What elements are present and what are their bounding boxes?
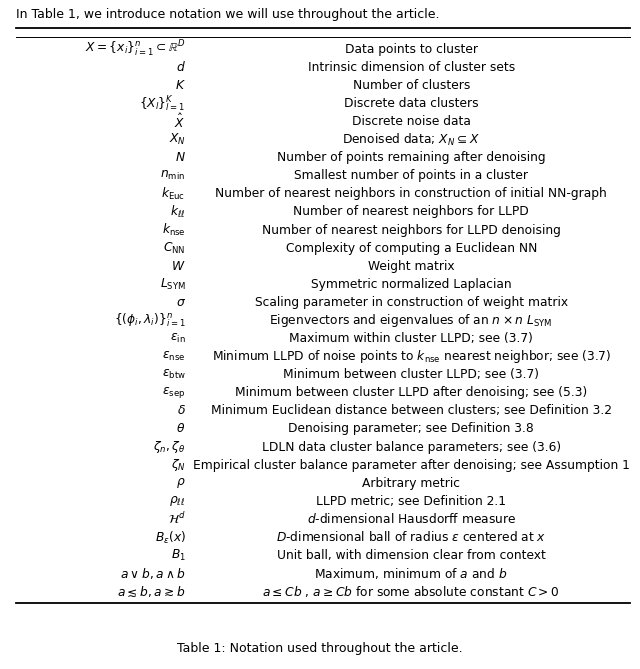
- Text: $\delta$: $\delta$: [177, 404, 186, 417]
- Text: Minimum between cluster LLPD after denoising; see (5.3): Minimum between cluster LLPD after denoi…: [235, 386, 588, 399]
- Text: Number of nearest neighbors for LLPD denoising: Number of nearest neighbors for LLPD den…: [262, 223, 561, 237]
- Text: $\{(\phi_i, \lambda_i)\}_{i=1}^n$: $\{(\phi_i, \lambda_i)\}_{i=1}^n$: [114, 312, 186, 329]
- Text: $N$: $N$: [175, 151, 186, 164]
- Text: $\rho_{\ell\ell}$: $\rho_{\ell\ell}$: [170, 494, 186, 508]
- Text: $n_{\min}$: $n_{\min}$: [161, 169, 186, 183]
- Text: Smallest number of points in a cluster: Smallest number of points in a cluster: [294, 169, 528, 182]
- Text: $d$-dimensional Hausdorff measure: $d$-dimensional Hausdorff measure: [307, 512, 516, 527]
- Text: Arbitrary metric: Arbitrary metric: [362, 477, 460, 490]
- Text: $B_\epsilon(x)$: $B_\epsilon(x)$: [154, 529, 186, 545]
- Text: In Table 1, we introduce notation we will use throughout the article.: In Table 1, we introduce notation we wil…: [16, 8, 440, 21]
- Text: $\rho$: $\rho$: [176, 476, 186, 490]
- Text: $K$: $K$: [175, 79, 186, 92]
- Text: Denoised data; $X_N \subseteq X$: Denoised data; $X_N \subseteq X$: [342, 132, 480, 148]
- Text: $\mathcal{H}^d$: $\mathcal{H}^d$: [168, 511, 186, 527]
- Text: Denoising parameter; see Definition 3.8: Denoising parameter; see Definition 3.8: [289, 422, 534, 436]
- Text: $k_{\ell\ell}$: $k_{\ell\ell}$: [170, 204, 186, 220]
- Text: Number of nearest neighbors in construction of initial NN-graph: Number of nearest neighbors in construct…: [215, 187, 607, 200]
- Text: $\theta$: $\theta$: [177, 422, 186, 436]
- Text: $\zeta_n, \zeta_\theta$: $\zeta_n, \zeta_\theta$: [153, 439, 186, 455]
- Text: $k_{\mathrm{Euc}}$: $k_{\mathrm{Euc}}$: [161, 186, 186, 202]
- Text: Data points to cluster: Data points to cluster: [345, 43, 477, 56]
- Text: Scaling parameter in construction of weight matrix: Scaling parameter in construction of wei…: [255, 296, 568, 309]
- Text: Maximum within cluster LLPD; see (3.7): Maximum within cluster LLPD; see (3.7): [289, 332, 533, 345]
- Text: Intrinsic dimension of cluster sets: Intrinsic dimension of cluster sets: [308, 61, 515, 74]
- Text: $\hat{X}$: $\hat{X}$: [175, 112, 186, 130]
- Text: $d$: $d$: [176, 60, 186, 74]
- Text: Symmetric normalized Laplacian: Symmetric normalized Laplacian: [311, 278, 511, 291]
- Text: Number of nearest neighbors for LLPD: Number of nearest neighbors for LLPD: [293, 205, 529, 219]
- Text: $\epsilon_{\mathrm{in}}$: $\epsilon_{\mathrm{in}}$: [170, 332, 186, 345]
- Text: $\{X_l\}_{l=1}^K$: $\{X_l\}_{l=1}^K$: [140, 93, 186, 114]
- Text: LDLN data cluster balance parameters; see (3.6): LDLN data cluster balance parameters; se…: [262, 441, 561, 454]
- Text: Unit ball, with dimension clear from context: Unit ball, with dimension clear from con…: [276, 549, 546, 562]
- Text: $k_{\mathrm{nse}}$: $k_{\mathrm{nse}}$: [162, 222, 186, 238]
- Text: Eigenvectors and eigenvalues of an $n \times n$ $L_{\mathrm{SYM}}$: Eigenvectors and eigenvalues of an $n \t…: [269, 312, 553, 329]
- Text: $a \vee b, a \wedge b$: $a \vee b, a \wedge b$: [120, 566, 186, 581]
- Text: $X = \{x_i\}_{i=1}^n \subset \mathbb{R}^D$: $X = \{x_i\}_{i=1}^n \subset \mathbb{R}^…: [85, 39, 186, 60]
- Text: Number of clusters: Number of clusters: [353, 79, 470, 92]
- Text: Minimum between cluster LLPD; see (3.7): Minimum between cluster LLPD; see (3.7): [283, 368, 540, 381]
- Text: Minimum Euclidean distance between clusters; see Definition 3.2: Minimum Euclidean distance between clust…: [211, 404, 612, 417]
- Text: $a \lesssim b, a \gtrsim b$: $a \lesssim b, a \gtrsim b$: [117, 585, 186, 599]
- Text: Discrete data clusters: Discrete data clusters: [344, 97, 479, 110]
- Text: LLPD metric; see Definition 2.1: LLPD metric; see Definition 2.1: [316, 495, 506, 508]
- Text: Table 1: Notation used throughout the article.: Table 1: Notation used throughout the ar…: [177, 642, 463, 656]
- Text: $B_1$: $B_1$: [171, 548, 186, 563]
- Text: $C_{\mathrm{NN}}$: $C_{\mathrm{NN}}$: [163, 241, 186, 256]
- Text: $W$: $W$: [171, 260, 186, 273]
- Text: Minimum LLPD of noise points to $k_{\mathrm{nse}}$ nearest neighbor; see (3.7): Minimum LLPD of noise points to $k_{\mat…: [212, 348, 611, 365]
- Text: $\sigma$: $\sigma$: [175, 296, 186, 309]
- Text: $L_{\mathrm{SYM}}$: $L_{\mathrm{SYM}}$: [159, 277, 186, 292]
- Text: $D$-dimensional ball of radius $\epsilon$ centered at $x$: $D$-dimensional ball of radius $\epsilon…: [276, 531, 547, 545]
- Text: Number of points remaining after denoising: Number of points remaining after denoisi…: [277, 151, 545, 164]
- Text: $\epsilon_{\mathrm{sep}}$: $\epsilon_{\mathrm{sep}}$: [163, 385, 186, 400]
- Text: Empirical cluster balance parameter after denoising; see Assumption 1: Empirical cluster balance parameter afte…: [193, 459, 630, 472]
- Text: $X_N$: $X_N$: [168, 132, 186, 147]
- Text: Weight matrix: Weight matrix: [368, 260, 454, 273]
- Text: $\epsilon_{\mathrm{btw}}$: $\epsilon_{\mathrm{btw}}$: [161, 368, 186, 381]
- Text: $a \leq Cb$ , $a \geq Cb$ for some absolute constant $C > 0$: $a \leq Cb$ , $a \geq Cb$ for some absol…: [262, 584, 560, 599]
- Text: Complexity of computing a Euclidean NN: Complexity of computing a Euclidean NN: [285, 242, 537, 255]
- Text: $\zeta_N$: $\zeta_N$: [171, 457, 186, 473]
- Text: Discrete noise data: Discrete noise data: [352, 115, 470, 128]
- Text: Maximum, minimum of $a$ and $b$: Maximum, minimum of $a$ and $b$: [314, 566, 508, 581]
- Text: $\epsilon_{\mathrm{nse}}$: $\epsilon_{\mathrm{nse}}$: [163, 350, 186, 363]
